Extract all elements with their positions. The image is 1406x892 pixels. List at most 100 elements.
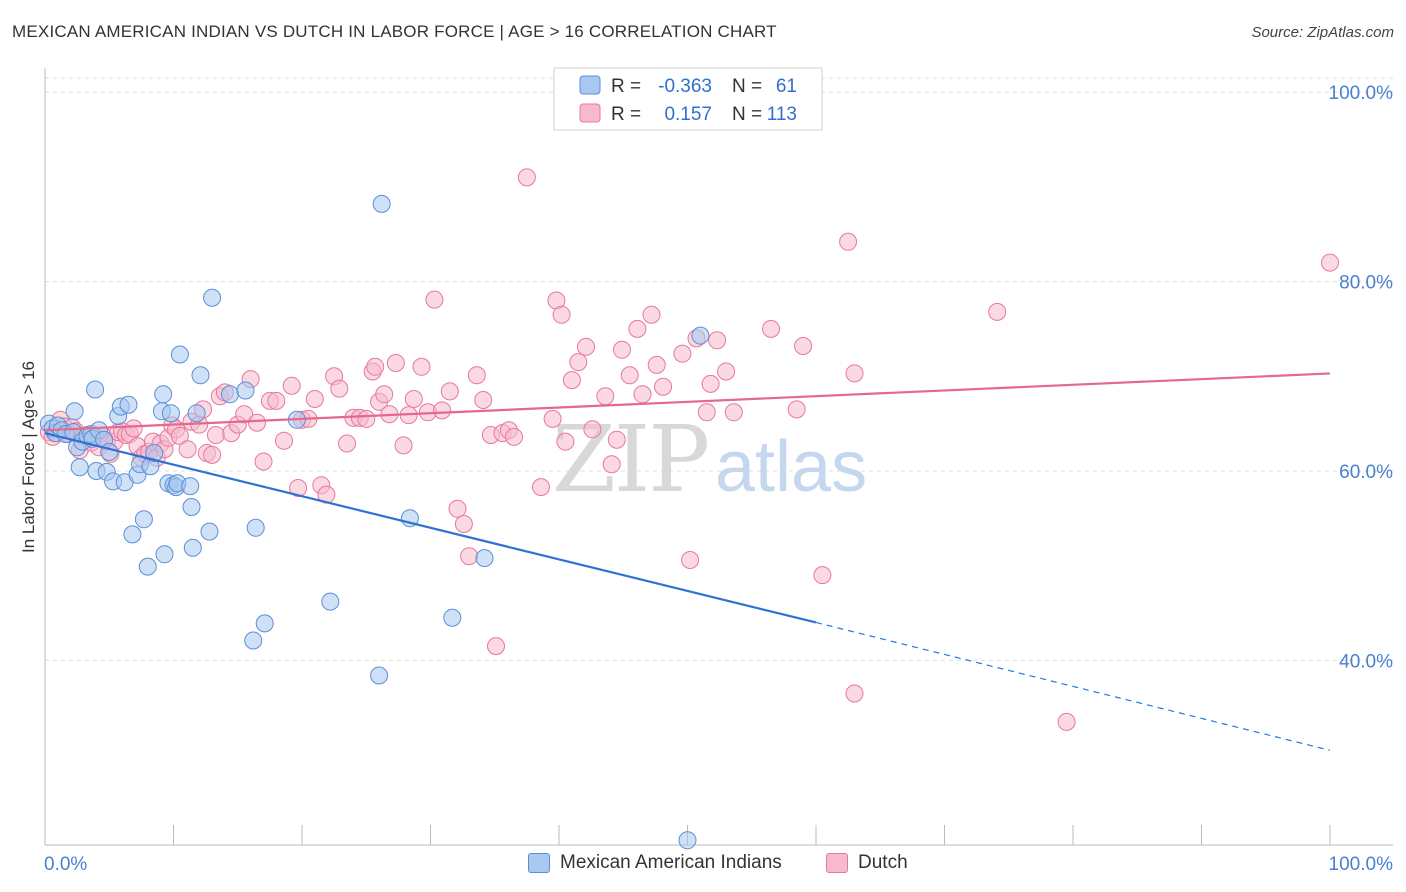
trendlines	[44, 372, 1331, 751]
data-point	[724, 403, 743, 422]
data-point	[813, 566, 832, 585]
data-point	[321, 592, 340, 611]
data-point	[487, 637, 505, 656]
data-point	[305, 390, 324, 408]
legend-swatch-dutch	[826, 853, 848, 873]
data-point	[701, 374, 720, 393]
data-point	[86, 380, 105, 399]
data-point	[145, 444, 164, 462]
legend-r-value-pink: 0.157	[664, 104, 712, 125]
data-point	[647, 355, 666, 374]
data-point	[708, 331, 727, 350]
data-point	[1057, 712, 1076, 731]
legend-swatch-pink	[579, 103, 601, 123]
data-point	[475, 549, 494, 568]
data-point	[386, 354, 405, 372]
data-point	[787, 400, 806, 419]
data-point	[154, 385, 173, 404]
data-point	[517, 168, 536, 187]
data-point	[254, 452, 273, 471]
data-point	[583, 420, 602, 439]
data-point	[170, 345, 189, 364]
data-point	[375, 385, 394, 404]
data-point	[433, 401, 452, 420]
data-point	[654, 377, 673, 396]
data-point	[357, 409, 376, 428]
data-point	[338, 434, 356, 453]
data-point	[607, 430, 626, 449]
data-point	[628, 319, 647, 338]
data-point	[191, 366, 210, 385]
data-point	[155, 545, 174, 564]
data-point	[845, 364, 864, 383]
data-point	[65, 402, 84, 421]
data-point	[633, 385, 652, 404]
data-point	[183, 538, 202, 557]
data-point	[221, 385, 239, 404]
data-point	[235, 405, 254, 424]
data-point	[282, 376, 301, 395]
data-point	[845, 684, 864, 703]
data-point	[404, 390, 423, 408]
data-point	[181, 477, 200, 496]
y-tick-label: 100.0%	[1329, 83, 1394, 104]
data-point	[275, 431, 293, 450]
data-point	[244, 631, 263, 650]
data-point	[366, 357, 385, 376]
data-point	[988, 302, 1007, 321]
legend-label-mexican-american-indians: Mexican American Indians	[560, 852, 782, 873]
data-point	[569, 353, 588, 372]
series-legend: Mexican American Indians Dutch	[0, 852, 1406, 878]
legend-item-dutch[interactable]: Dutch	[826, 852, 908, 874]
legend-item-mexican-american-indians[interactable]: Mexican American Indians	[528, 852, 782, 874]
data-point	[620, 366, 639, 385]
data-point	[474, 391, 493, 409]
data-point	[170, 426, 189, 445]
y-tick-label: 80.0%	[1339, 273, 1393, 294]
stats-legend: R = -0.363 N = 61 R = 0.157 N = 113	[553, 67, 823, 131]
legend-n-label-blue: N =	[732, 76, 762, 97]
data-point	[460, 547, 479, 566]
data-point	[673, 344, 692, 363]
data-point	[203, 288, 222, 307]
trendline-pink	[44, 372, 1331, 432]
data-point	[562, 371, 581, 390]
axes	[44, 68, 1393, 846]
data-point	[123, 525, 142, 544]
data-point	[203, 445, 222, 464]
data-point	[178, 440, 197, 459]
data-point	[124, 419, 143, 438]
data-point	[596, 387, 615, 406]
x-tick-labels: 0.0% 100.0%	[44, 854, 1393, 875]
y-axis-label: In Labor Force | Age > 16	[19, 361, 38, 553]
chart-title: MEXICAN AMERICAN INDIAN VS DUTCH IN LABO…	[12, 22, 777, 41]
data-point	[443, 608, 462, 627]
watermark: ZIP atlas	[552, 406, 867, 513]
data-point	[440, 382, 459, 401]
data-point	[697, 403, 716, 422]
data-point	[138, 557, 157, 576]
mexican-american-indian-points	[39, 194, 710, 850]
data-point	[448, 499, 467, 518]
data-point	[691, 326, 710, 345]
data-point	[794, 337, 813, 355]
data-point	[1321, 253, 1339, 272]
data-point	[119, 395, 138, 414]
data-point	[543, 409, 562, 428]
y-tick-label: 60.0%	[1339, 462, 1393, 483]
data-point	[255, 614, 274, 633]
legend-n-label-pink: N =	[732, 104, 762, 125]
data-point	[412, 357, 431, 376]
legend-n-value-blue: 61	[776, 76, 797, 97]
trendline-blue	[44, 432, 817, 624]
data-point	[505, 427, 523, 446]
data-point	[267, 391, 286, 410]
source-label: Source: ZipAtlas.com	[1251, 24, 1394, 41]
data-point	[602, 455, 621, 474]
data-point	[289, 479, 308, 497]
data-point	[187, 404, 206, 423]
legend-swatch-blue	[579, 75, 601, 95]
legend-r-label-pink: R =	[611, 104, 641, 125]
trendline-extension-blue	[815, 621, 1331, 751]
data-point	[394, 436, 413, 455]
